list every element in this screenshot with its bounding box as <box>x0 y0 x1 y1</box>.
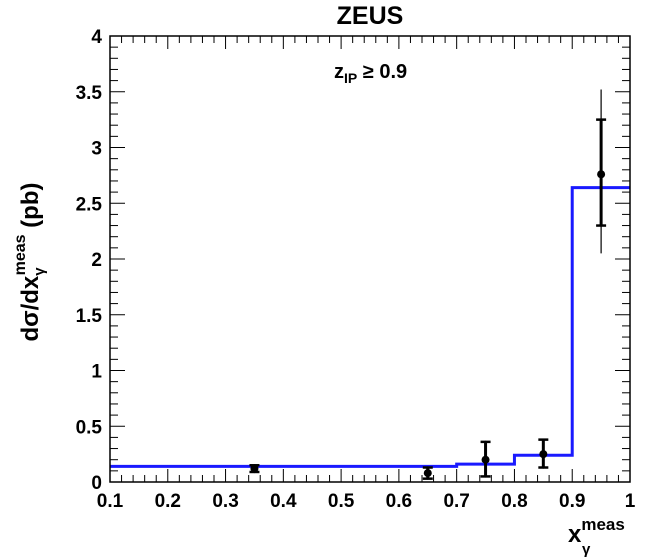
y-axis-label-superscript: meas <box>12 234 29 275</box>
x-axis-label-main: x <box>568 521 582 548</box>
data-point <box>538 438 549 469</box>
data-point <box>422 466 433 480</box>
y-tick-label: 0 <box>91 473 102 494</box>
x-axis-label-superscript: meas <box>581 515 624 534</box>
data-marker <box>597 170 606 179</box>
x-tick-label: 0.3 <box>212 491 238 512</box>
annotation-main: z <box>334 61 344 83</box>
y-tick-label: 0.5 <box>76 417 103 438</box>
x-axis-label: xmeas γ <box>568 515 625 558</box>
chart-title: ZEUS <box>337 2 404 30</box>
plot-frame <box>109 35 631 483</box>
y-axis-label-prefix: dσ/dx <box>17 275 44 341</box>
y-tick-label: 3 <box>91 139 102 160</box>
y-tick-label: 2 <box>91 250 102 271</box>
y-axis-label-unit: (pb) <box>17 182 44 234</box>
data-marker <box>481 455 490 464</box>
histogram-line <box>110 186 630 468</box>
data-point <box>596 89 607 254</box>
data-marker <box>539 450 548 459</box>
data-points <box>249 89 607 480</box>
x-tick-label: 0.8 <box>501 491 527 512</box>
x-tick-label: 1 <box>625 491 636 512</box>
y-axis-label: dσ/dxγmeas (pb) <box>12 182 48 341</box>
data-point <box>480 440 491 478</box>
x-tick-label: 0.2 <box>155 491 181 512</box>
x-tick-label: 0.9 <box>559 491 585 512</box>
x-axis-label-subscript: γ <box>582 541 591 558</box>
y-tick-label: 1.5 <box>76 306 103 327</box>
x-tick-label: 0.7 <box>443 491 469 512</box>
x-tick-label: 0.4 <box>270 491 297 512</box>
data-marker <box>250 464 259 473</box>
tick-labels: 0.1 0.2 0.3 0.4 0.5 0.6 0.7 0.8 0.9 1 0 0.5 1 1.5 2 2.5… <box>76 27 636 512</box>
chart-annotation: zIP ≥ 0.9 <box>334 61 407 86</box>
y-tick-label: 4 <box>91 27 102 48</box>
y-tick-label: 2.5 <box>76 194 103 215</box>
y-axis-label-subscript: γ <box>31 267 48 276</box>
annotation-relation: ≥ 0.9 <box>357 61 407 83</box>
data-marker <box>423 469 432 478</box>
histogram <box>110 186 630 468</box>
x-tick-label: 0.5 <box>328 491 355 512</box>
y-tick-label: 1 <box>91 362 102 383</box>
data-point <box>249 464 260 474</box>
x-tick-label: 0.1 <box>97 491 124 512</box>
axis-ticks <box>109 35 631 483</box>
annotation-subscript: IP <box>344 70 357 86</box>
y-tick-label: 3.5 <box>76 83 103 104</box>
x-tick-label: 0.6 <box>386 491 412 512</box>
